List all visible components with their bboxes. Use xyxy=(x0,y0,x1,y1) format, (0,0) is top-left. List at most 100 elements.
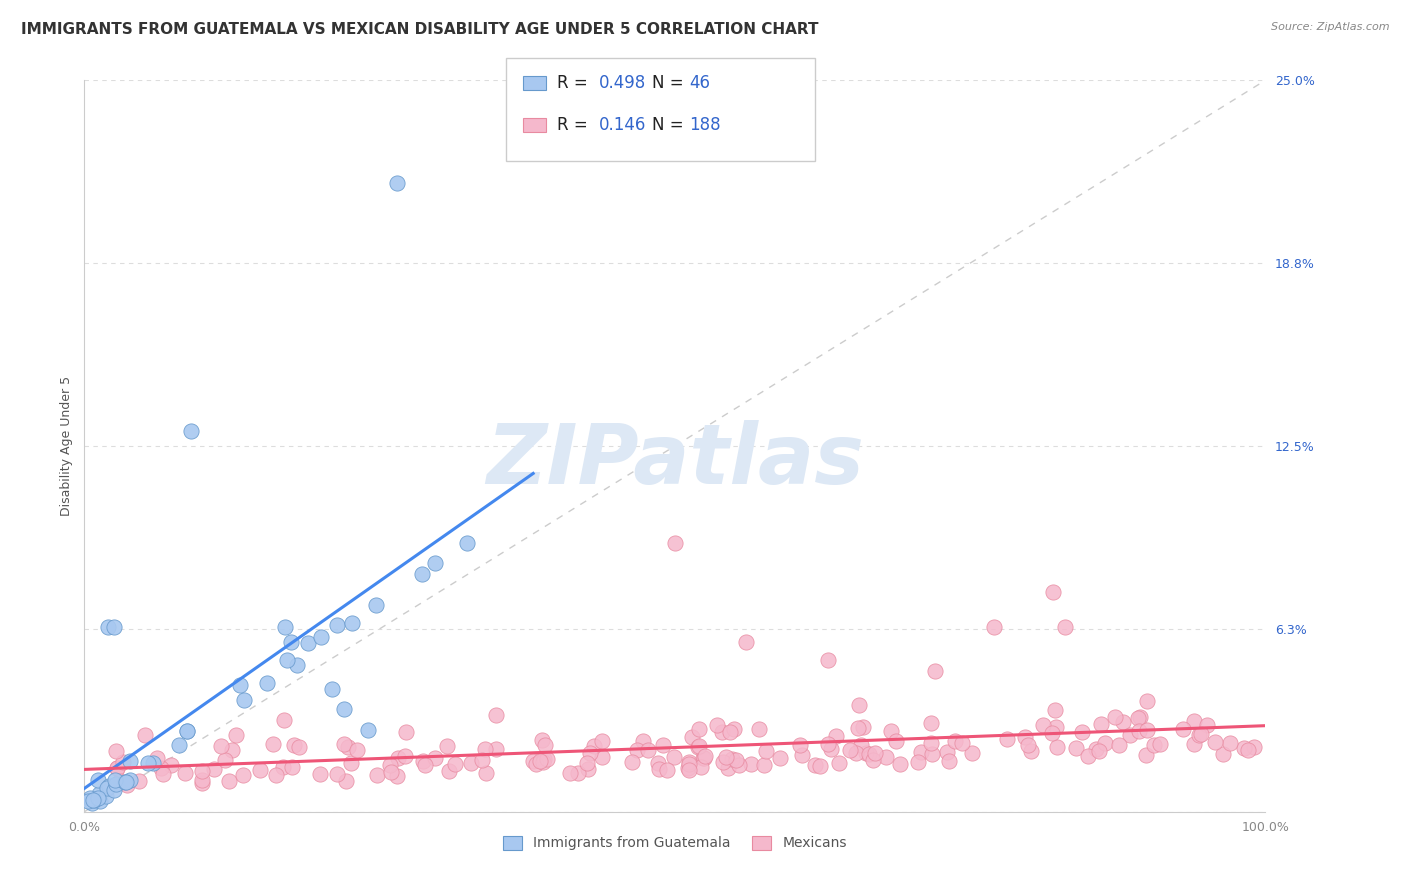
Point xyxy=(858,747,880,762)
Point xyxy=(1070,725,1092,739)
Point xyxy=(748,722,770,736)
Point xyxy=(655,763,678,777)
Point xyxy=(865,746,887,760)
Point xyxy=(855,747,877,761)
Point xyxy=(678,755,700,769)
Legend: Immigrants from Guatemala, Mexicans: Immigrants from Guatemala, Mexicans xyxy=(498,830,852,856)
Point xyxy=(437,764,460,779)
Point xyxy=(167,738,190,752)
Text: N =: N = xyxy=(652,74,689,92)
Point xyxy=(337,739,360,754)
Text: R =: R = xyxy=(557,74,593,92)
Point xyxy=(105,776,128,790)
Point xyxy=(1182,714,1205,728)
Point xyxy=(716,750,738,764)
Point xyxy=(364,598,387,612)
Point xyxy=(576,756,599,771)
Point xyxy=(104,773,127,788)
Point xyxy=(256,675,278,690)
Point xyxy=(394,749,416,764)
Text: 0.498: 0.498 xyxy=(599,74,647,92)
Point xyxy=(711,725,734,739)
Point xyxy=(950,736,973,750)
Point xyxy=(202,762,225,776)
Point xyxy=(229,678,252,692)
Point xyxy=(111,756,134,770)
Point xyxy=(1040,726,1063,740)
Point xyxy=(1112,715,1135,730)
Point xyxy=(558,765,581,780)
Point xyxy=(848,698,870,712)
Point xyxy=(387,769,409,783)
Point xyxy=(340,756,363,770)
Point xyxy=(524,756,547,771)
Point xyxy=(717,761,740,775)
Point xyxy=(995,732,1018,747)
Point xyxy=(176,724,198,739)
Point xyxy=(921,747,943,762)
Point xyxy=(727,758,749,772)
Point xyxy=(533,752,555,766)
Point xyxy=(283,739,305,753)
Point xyxy=(1129,710,1152,724)
Point xyxy=(1043,702,1066,716)
Point xyxy=(1204,735,1226,749)
Point xyxy=(567,765,589,780)
Point xyxy=(1128,710,1150,724)
Point xyxy=(485,742,508,756)
Point xyxy=(274,620,297,634)
Point xyxy=(190,775,212,789)
Point xyxy=(678,763,700,777)
Point xyxy=(711,755,734,769)
Point xyxy=(146,751,169,765)
Point xyxy=(96,780,118,795)
Point xyxy=(80,796,103,810)
Point xyxy=(880,724,903,739)
Point xyxy=(150,761,173,775)
Text: ZIPatlas: ZIPatlas xyxy=(486,420,863,501)
Point xyxy=(79,790,101,805)
Point xyxy=(97,620,120,634)
Text: N =: N = xyxy=(652,116,689,134)
Point xyxy=(1128,724,1150,739)
Point xyxy=(789,738,811,752)
Point xyxy=(342,615,364,630)
Point xyxy=(335,773,357,788)
Point xyxy=(346,743,368,757)
Point xyxy=(529,754,551,768)
Point xyxy=(1219,735,1241,749)
Point xyxy=(436,739,458,753)
Point xyxy=(280,635,302,649)
Point xyxy=(309,631,332,645)
Point xyxy=(1212,747,1234,762)
Point xyxy=(578,746,600,760)
Point xyxy=(647,756,669,770)
Point xyxy=(176,723,198,738)
Point xyxy=(718,725,741,739)
Point xyxy=(288,740,311,755)
Point xyxy=(380,765,402,780)
Point xyxy=(326,618,349,632)
Point xyxy=(1136,723,1159,738)
Point xyxy=(721,752,744,766)
Point xyxy=(225,729,247,743)
Point xyxy=(415,758,437,772)
Point xyxy=(152,767,174,781)
Point xyxy=(118,755,141,769)
Point xyxy=(808,759,831,773)
Point xyxy=(1171,722,1194,736)
Point xyxy=(1064,741,1087,756)
Point xyxy=(1090,717,1112,731)
Point xyxy=(444,757,467,772)
Point xyxy=(962,746,984,760)
Text: IMMIGRANTS FROM GUATEMALA VS MEXICAN DISABILITY AGE UNDER 5 CORRELATION CHART: IMMIGRANTS FROM GUATEMALA VS MEXICAN DIS… xyxy=(21,22,818,37)
Text: R =: R = xyxy=(557,116,593,134)
Point xyxy=(411,566,433,581)
Y-axis label: Disability Age Under 5: Disability Age Under 5 xyxy=(60,376,73,516)
Point xyxy=(768,751,790,765)
Point xyxy=(907,756,929,770)
Point xyxy=(174,766,197,780)
Point xyxy=(849,738,872,752)
Point xyxy=(1045,720,1067,734)
Point xyxy=(108,774,131,789)
